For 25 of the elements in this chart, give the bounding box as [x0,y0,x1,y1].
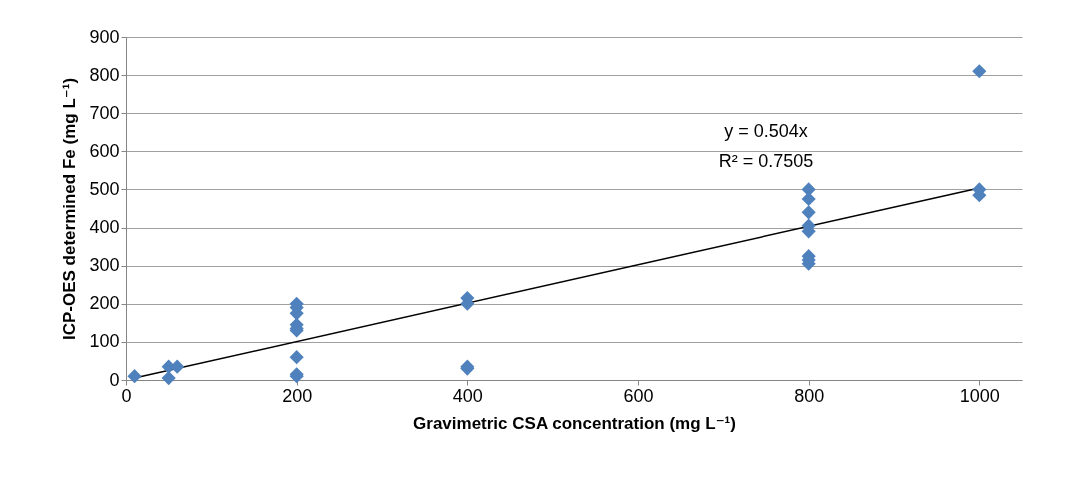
point [289,350,304,365]
y-tick-label: 600 [89,140,120,161]
y-tick-label: 0 [109,369,120,390]
y-tick-label: 300 [89,255,120,276]
y-tick-label: 800 [89,64,120,85]
point [801,205,816,220]
y-tick-label: 500 [89,178,120,199]
point [170,359,185,374]
y-tick-label: 700 [89,102,120,123]
y-tick-label: 400 [89,217,120,238]
y-tick-label: 200 [89,293,120,314]
x-tick-label: 200 [282,385,313,406]
x-axis-title: Gravimetric CSA concentration (mg L⁻¹) [413,413,736,433]
point [161,371,176,386]
x-tick-label: 800 [794,385,825,406]
x-tick-label: 1000 [959,385,1000,406]
annotation: y = 0.504x [724,121,808,141]
point [127,369,142,384]
point [972,64,987,79]
y-tick-label: 900 [89,26,120,47]
y-tick-label: 100 [89,331,120,352]
y-axis-title: ICP-OES determined Fe (mg L⁻¹) [60,77,80,341]
annotation: R² = 0.7505 [718,151,814,171]
x-tick-label: 600 [623,385,654,406]
x-tick-label: 400 [452,385,483,406]
